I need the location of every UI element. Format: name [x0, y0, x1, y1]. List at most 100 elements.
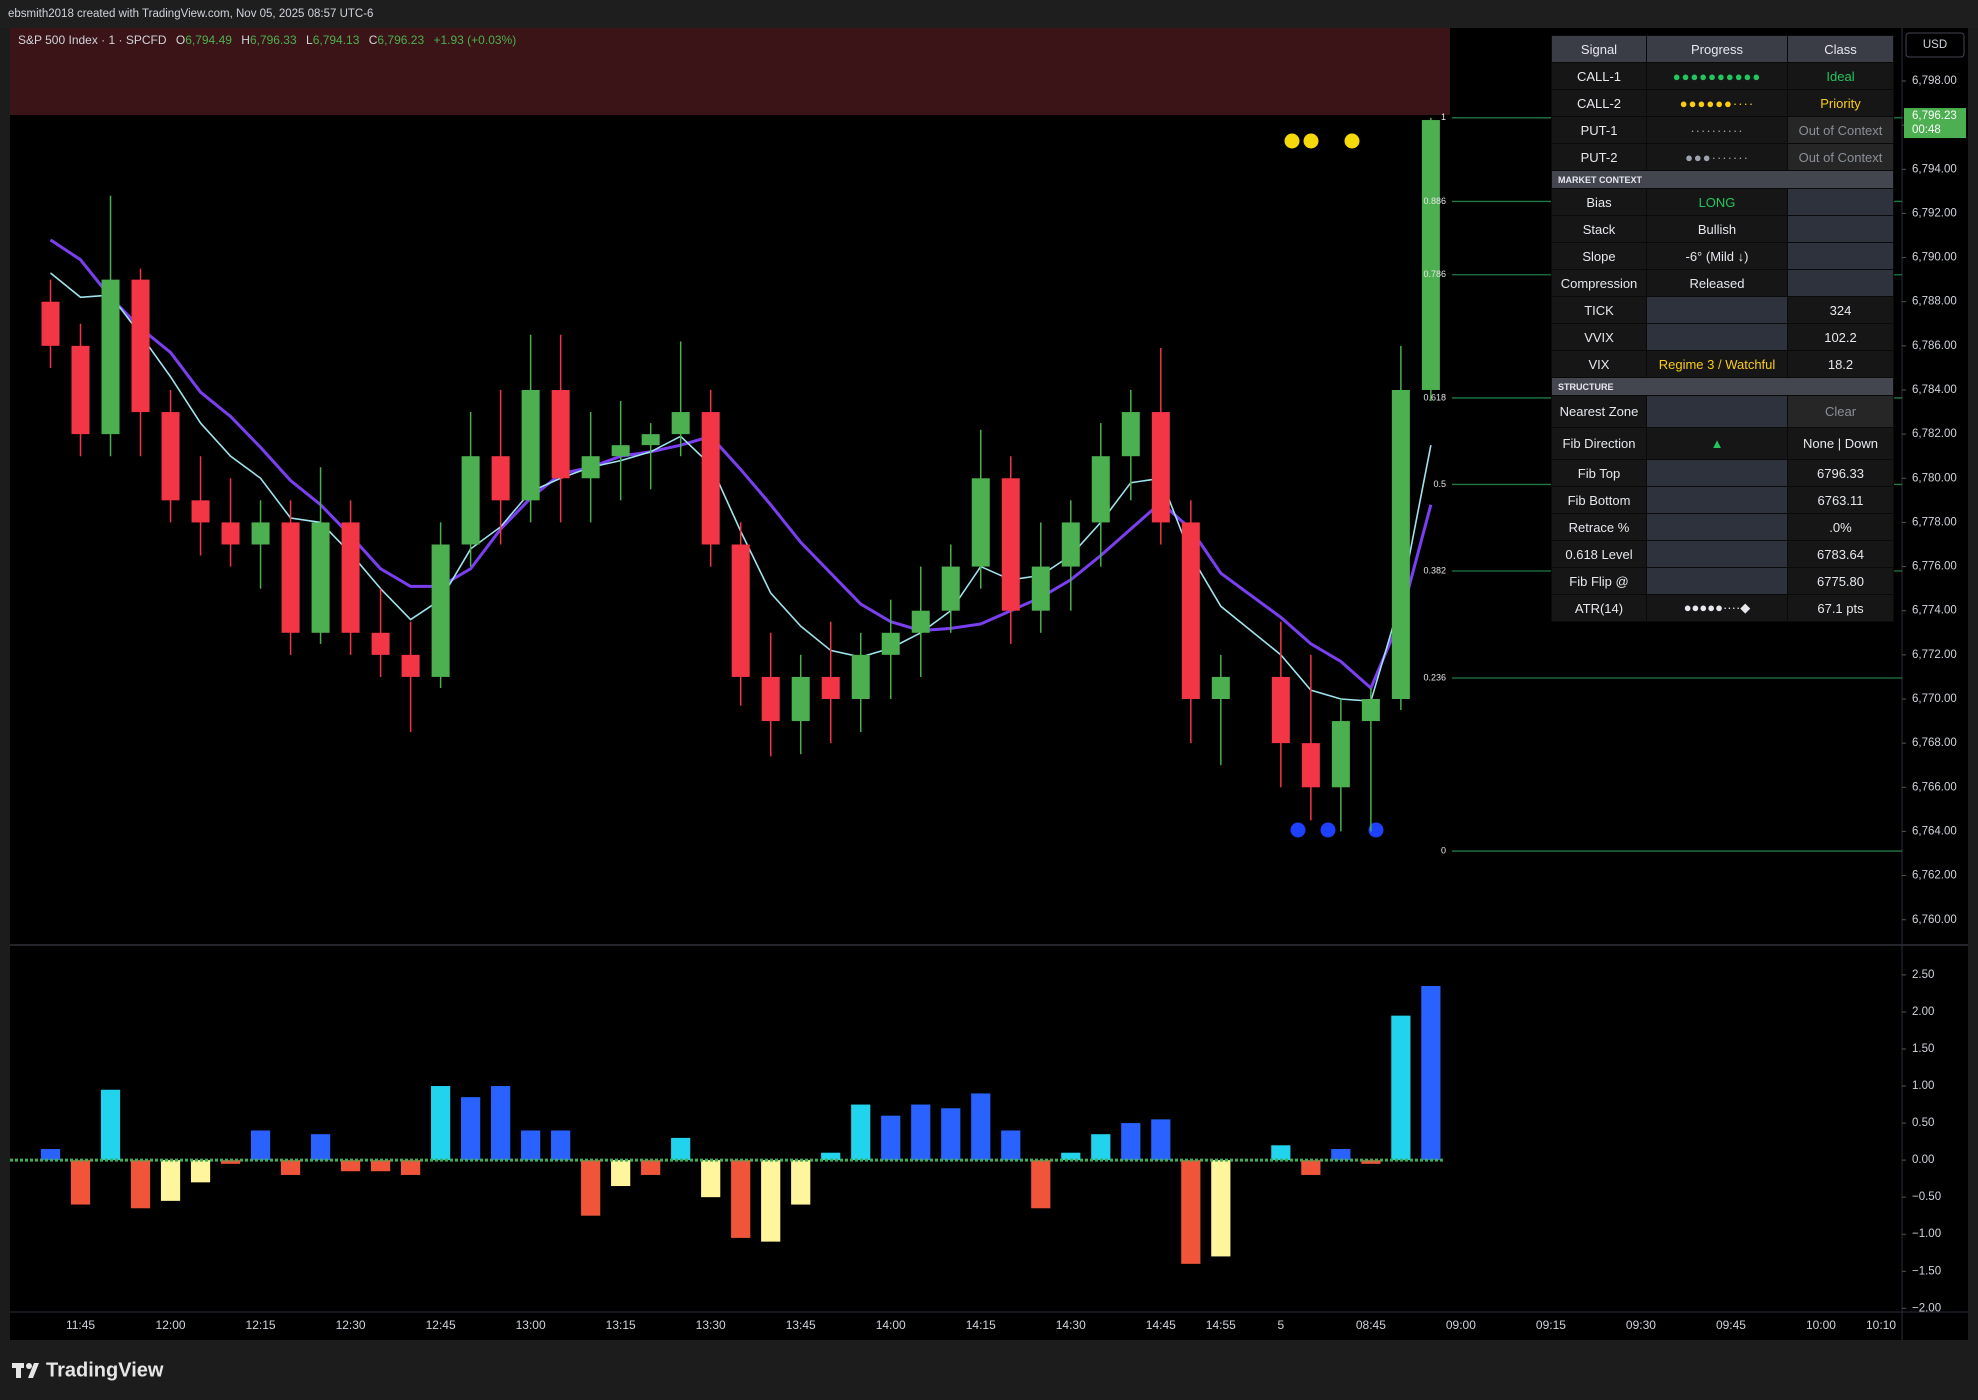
candle-body — [821, 676, 840, 699]
moving-average — [50, 272, 1432, 703]
candle-body — [431, 544, 450, 677]
table-row: Fib Bottom 6763.11 — [1551, 486, 1894, 514]
signal-row: PUT-2 ●●●······· Out of Context — [1551, 143, 1894, 171]
fib-label: 1 — [1441, 112, 1446, 122]
logo: TradingView — [12, 1359, 164, 1381]
section-title: STRUCTURE — [1551, 377, 1894, 396]
signal-name: CALL-1 — [1551, 62, 1647, 90]
fib-label: 0.236 — [1423, 672, 1446, 682]
candle-body — [551, 389, 570, 479]
y-tick-label: 6,798.00 — [1912, 75, 1957, 87]
histogram-bar — [581, 1160, 601, 1216]
signal-class: Ideal — [1787, 62, 1894, 90]
x-tick-label: 12:30 — [336, 1318, 366, 1332]
candle-body — [881, 632, 900, 655]
y-tick-label: −2.00 — [1912, 1302, 1941, 1314]
row-label: Fib Top — [1551, 459, 1647, 487]
histogram-bar — [611, 1160, 631, 1187]
row-label: ATR(14) — [1551, 594, 1647, 622]
table-row: Stack Bullish — [1551, 215, 1894, 243]
row-extra: 6763.11 — [1787, 486, 1894, 514]
candle-body — [1331, 721, 1350, 788]
signal-dot — [1290, 822, 1306, 838]
histogram-bar — [1151, 1119, 1171, 1161]
signal-dot — [1284, 133, 1300, 149]
row-label: VIX — [1551, 350, 1647, 378]
signal-name: PUT-1 — [1551, 116, 1647, 144]
x-tick-label: 13:45 — [786, 1318, 816, 1332]
x-tick-label: 12:15 — [246, 1318, 276, 1332]
ohlc-value: 6,794.49 — [185, 33, 232, 47]
candle-body — [221, 522, 240, 545]
x-tick-label: 09:45 — [1716, 1318, 1746, 1332]
y-tick-label: 2.00 — [1912, 1006, 1934, 1018]
table-row: VIX Regime 3 / Watchful 18.2 — [1551, 350, 1894, 378]
candle-body — [371, 632, 390, 655]
candle-body — [1001, 478, 1020, 611]
histogram-bar — [130, 1160, 151, 1209]
fib-label: 0.618 — [1423, 392, 1446, 402]
table-row: Compression Released — [1551, 269, 1894, 297]
table-row: VVIX 102.2 — [1551, 323, 1894, 351]
row-label: Compression — [1551, 269, 1647, 297]
histogram-bar — [1031, 1160, 1051, 1209]
x-tick-label: 10:00 — [1806, 1318, 1836, 1332]
time-axis — [10, 1312, 1968, 1340]
histogram-bar — [401, 1160, 421, 1175]
row-extra: 6783.64 — [1787, 540, 1894, 568]
signal-class: Out of Context — [1787, 116, 1894, 144]
row-value: ▲ — [1646, 427, 1788, 460]
table-row: 0.618 Level 6783.64 — [1551, 540, 1894, 568]
candle-body — [191, 500, 210, 523]
x-tick-label: 5 — [1277, 1318, 1284, 1332]
histogram-bar — [461, 1097, 481, 1161]
histogram-bar — [791, 1160, 811, 1205]
signal-dot — [1303, 133, 1319, 149]
histogram-bar — [190, 1160, 211, 1183]
candle-body — [1091, 456, 1110, 523]
x-tick-label: 10:10 — [1866, 1318, 1896, 1332]
legend-band — [10, 28, 1450, 115]
x-tick-label: 13:00 — [516, 1318, 546, 1332]
currency-button[interactable] — [1905, 32, 1965, 58]
histogram-bar — [1271, 1145, 1291, 1161]
row-label: Nearest Zone — [1551, 395, 1647, 428]
histogram-bar — [821, 1152, 841, 1161]
y-tick-label: 0.00 — [1912, 1154, 1934, 1166]
x-tick-label: 13:30 — [696, 1318, 726, 1332]
table-row: Slope -6° (Mild ↓) — [1551, 242, 1894, 270]
table-row: TICK 324 — [1551, 296, 1894, 324]
histogram-bar — [1361, 1160, 1381, 1164]
ohlc-value: 6,794.13 — [313, 33, 360, 47]
row-label: Stack — [1551, 215, 1647, 243]
x-tick-label: 12:45 — [426, 1318, 456, 1332]
table-row: Retrace % .0% — [1551, 513, 1894, 541]
candle-body — [671, 412, 690, 435]
empty-cell — [1646, 486, 1788, 514]
row-value: Released — [1646, 269, 1788, 297]
empty-cell — [1646, 567, 1788, 595]
brand: TradingView — [46, 1359, 164, 1381]
histogram-bar — [1181, 1160, 1201, 1264]
histogram-bar — [881, 1115, 901, 1161]
empty-cell — [1787, 188, 1894, 216]
histogram-bar — [370, 1160, 391, 1172]
candle-body — [1031, 566, 1050, 611]
y-tick-label: 6,762.00 — [1912, 870, 1957, 882]
signal-class: Priority — [1787, 89, 1894, 117]
candle-body — [641, 434, 660, 446]
row-label: Fib Bottom — [1551, 486, 1647, 514]
candle-body — [341, 522, 360, 633]
table-row: Fib Direction ▲ None | Down — [1551, 427, 1894, 460]
row-extra: 324 — [1787, 296, 1894, 324]
currency[interactable]: USD — [1923, 39, 1947, 51]
legend: S&P 500 Index · 1 · SPCFD O6,794.49 H6,7… — [18, 33, 516, 47]
candle-body — [851, 654, 870, 699]
empty-cell — [1787, 269, 1894, 297]
row-label: Retrace % — [1551, 513, 1647, 541]
row-extra: Clear — [1787, 395, 1894, 428]
y-tick-label: −0.50 — [1912, 1191, 1941, 1203]
empty-cell — [1646, 513, 1788, 541]
histogram-bar — [521, 1130, 541, 1161]
histogram-bar — [1121, 1123, 1141, 1161]
